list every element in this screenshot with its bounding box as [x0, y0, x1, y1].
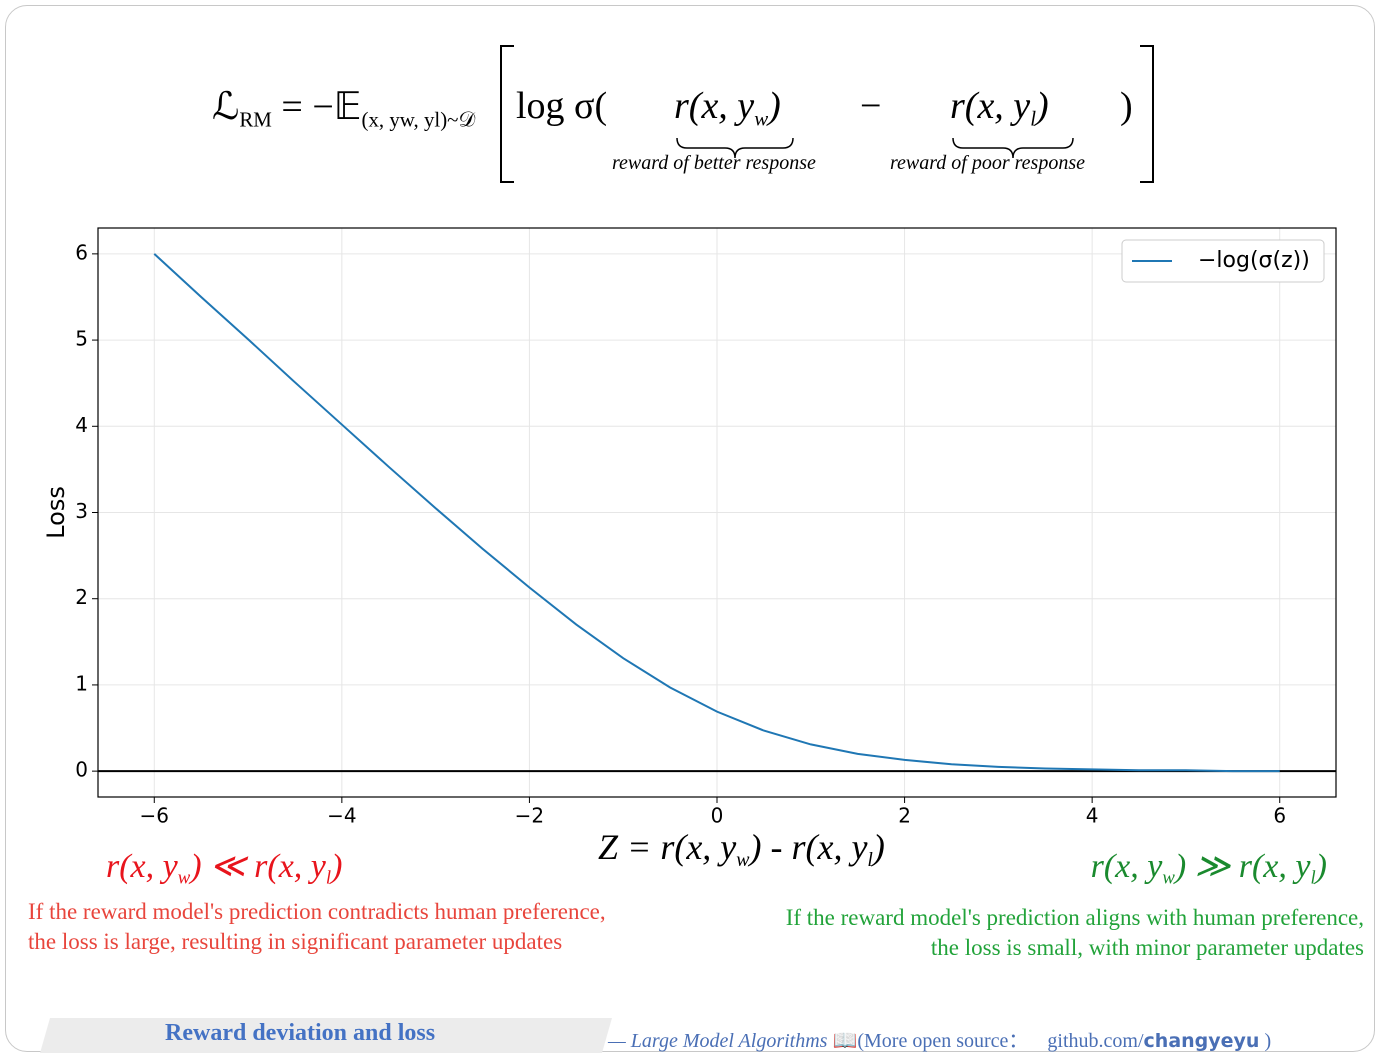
- legend-box: [1121, 239, 1325, 283]
- math-text: ): [768, 85, 781, 127]
- y-tick-label: 1: [75, 671, 88, 695]
- math-text: ) ≫ r(x, y: [1174, 848, 1311, 885]
- x-tick-label: 2: [898, 804, 911, 828]
- math-text: ): [1036, 85, 1049, 127]
- formula-close: ): [1120, 85, 1133, 127]
- more: (More open source：: [857, 1030, 1029, 1052]
- footer-title: Reward deviation and loss: [165, 1020, 436, 1046]
- underbrace: [676, 137, 794, 159]
- note-line: If the reward model's prediction aligns …: [785, 905, 1364, 930]
- subscript: w: [177, 867, 191, 889]
- plot-frame: [97, 227, 1337, 798]
- math-text: = −𝔼: [271, 86, 362, 128]
- math-text: ): [1315, 848, 1327, 885]
- bracket: [500, 45, 514, 183]
- slide-frame: [5, 5, 1375, 1052]
- y-tick-label: 0: [75, 758, 88, 782]
- math-text: ): [872, 827, 885, 867]
- math-text: ): [331, 848, 343, 885]
- x-tick-label: 0: [711, 804, 724, 828]
- subscript: RM: [239, 107, 272, 132]
- x-tick-label: −6: [140, 804, 169, 828]
- y-tick-label: 6: [75, 240, 88, 264]
- legend-label: −log(σ(z)): [1198, 248, 1310, 273]
- subscript: l: [325, 867, 332, 889]
- formula-minus: −: [860, 85, 882, 127]
- source: — Large Model Algorithms: [608, 1030, 828, 1052]
- site[interactable]: github.com/: [1047, 1030, 1144, 1052]
- y-tick-label: 5: [75, 327, 88, 351]
- x-tick-label: 4: [1086, 804, 1099, 828]
- icon: 📖: [832, 1030, 858, 1052]
- subscript: l: [1030, 106, 1036, 131]
- formula-better: r(x, yw): [674, 84, 781, 131]
- note-line: If the reward model's prediction contrad…: [28, 899, 606, 924]
- math-text: ℒ: [212, 86, 240, 128]
- subscript: w: [736, 848, 750, 871]
- loss-line: [153, 253, 1280, 773]
- subscript: l: [867, 848, 873, 871]
- subscript: l: [1310, 867, 1316, 889]
- formula-lhs: ℒRM = −𝔼(x, yw, yl)~𝒟: [212, 84, 475, 132]
- x-tick-label: −2: [515, 804, 544, 828]
- math-text: ) - r(x, y: [749, 827, 868, 867]
- formula-poor: r(x, yl): [950, 84, 1049, 131]
- math-text: r(x, y: [674, 85, 755, 127]
- underbrace: [952, 137, 1074, 159]
- user[interactable]: changyeyu: [1143, 1030, 1260, 1052]
- left-formula: r(x, yw) ≪ r(x, yl): [106, 846, 342, 890]
- math-text: ) ≪ r(x, y: [190, 848, 326, 885]
- better-label: reward of better response: [612, 152, 816, 174]
- y-axis-label: Loss: [42, 486, 70, 539]
- math-text: r(x, y: [950, 85, 1031, 127]
- left-note: If the reward model's prediction contrad…: [28, 897, 606, 957]
- y-tick-label: 3: [75, 499, 88, 523]
- y-tick-label: 2: [75, 585, 88, 609]
- formula-open: log σ(: [516, 85, 608, 127]
- end: ): [1264, 1030, 1272, 1052]
- note-line: the loss is small, with minor parameter …: [930, 935, 1364, 960]
- poor-label: reward of poor response: [890, 152, 1085, 174]
- subscript: w: [1162, 867, 1175, 889]
- x-tick-label: 6: [1273, 804, 1286, 828]
- x-tick-label: −4: [327, 804, 356, 828]
- y-tick-label: 4: [75, 413, 88, 437]
- subscript: (x, yw, yl)~𝒟: [361, 107, 476, 132]
- footer-source: — Large Model Algorithms 📖(More open sou…: [608, 1024, 1271, 1053]
- right-formula: r(x, yw) ≫ r(x, yl): [1091, 846, 1327, 890]
- math-text: Z = r(x, y: [598, 827, 737, 867]
- x-axis-label: Z = r(x, yw) - r(x, yl): [598, 826, 885, 872]
- right-note: If the reward model's prediction aligns …: [786, 903, 1364, 963]
- subscript: w: [754, 106, 769, 131]
- math-text: r(x, y: [1090, 848, 1163, 885]
- math-text: r(x, y: [106, 848, 178, 885]
- bracket: [1140, 45, 1154, 183]
- note-line: the loss is large, resulting in signific…: [28, 929, 563, 954]
- footer-band: [40, 1018, 612, 1053]
